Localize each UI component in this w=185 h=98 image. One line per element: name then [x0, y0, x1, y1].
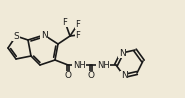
Text: N: N [41, 30, 47, 39]
Text: N: N [121, 72, 127, 80]
Text: F: F [63, 18, 68, 26]
Text: NH: NH [97, 60, 109, 69]
Text: O: O [88, 72, 95, 80]
Text: F: F [75, 20, 80, 29]
Text: S: S [13, 31, 19, 40]
Text: N: N [119, 49, 125, 58]
Text: O: O [65, 72, 71, 80]
Text: F: F [75, 30, 80, 39]
Text: NH: NH [73, 60, 85, 69]
